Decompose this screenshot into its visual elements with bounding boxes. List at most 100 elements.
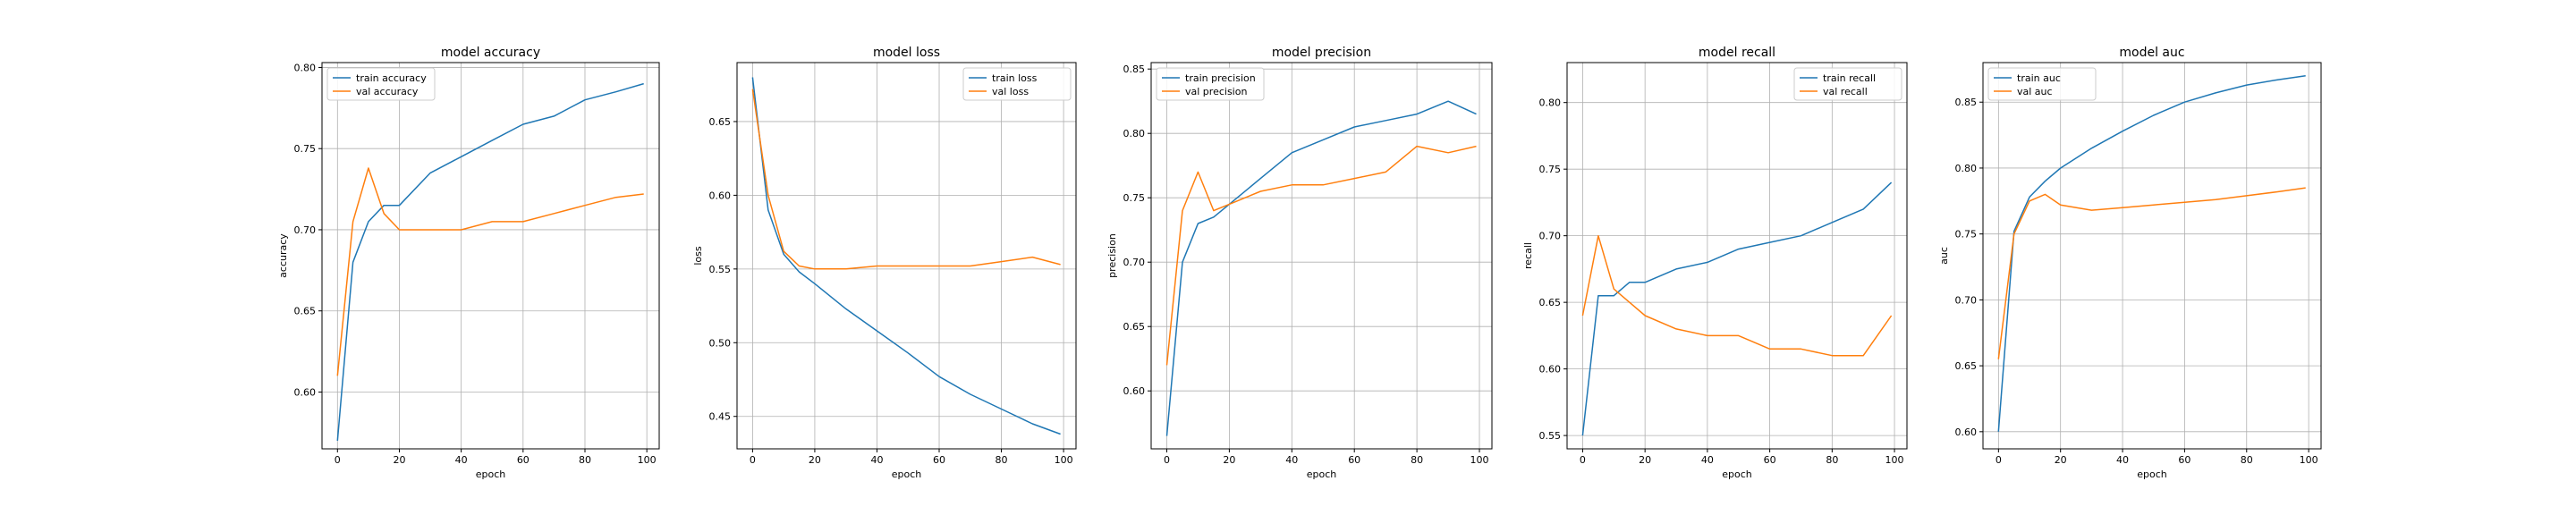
y-tick-label: 0.75 <box>1123 192 1146 204</box>
x-tick-label: 20 <box>393 454 405 466</box>
legend-label: val loss <box>992 86 1029 97</box>
y-tick-label: 0.60 <box>294 386 317 398</box>
x-tick-label: 100 <box>1055 454 1073 466</box>
x-tick-label: 60 <box>1764 454 1776 466</box>
x-tick-label: 100 <box>1885 454 1904 466</box>
y-tick-label: 0.85 <box>1123 63 1146 75</box>
x-tick-label: 40 <box>870 454 883 466</box>
chart-panel-3: 0 20 40 60 80 100 0.60 0.65 0.70 0.75 0.80 0.85 mode… <box>1106 46 1493 480</box>
legend-label: val accuracy <box>356 86 419 97</box>
series-line-2 <box>1165 145 1477 366</box>
y-tick-label: 0.80 <box>1123 128 1146 139</box>
legend-box <box>326 67 436 101</box>
chart-panel-5: 0 20 40 60 80 100 0.60 0.65 0.70 0.75 0.80 0.85 mode… <box>1938 46 2322 480</box>
y-tick-label: 0.65 <box>1123 321 1146 333</box>
x-tick-label: 100 <box>638 454 657 466</box>
y-tick-label: 0.70 <box>294 224 317 236</box>
x-tick-label: 80 <box>1826 454 1838 466</box>
chart-title: model precision <box>1272 46 1371 60</box>
x-tick-label: 20 <box>1639 454 1651 466</box>
series-line-1 <box>336 82 644 441</box>
legend-label: train precision <box>1185 72 1256 84</box>
y-tick-label: 0.75 <box>294 143 317 155</box>
series-line-2 <box>751 89 1061 270</box>
chart-panel-1: 0 20 40 60 80 100 0.60 0.65 0.70 0.75 0.80 model ac… <box>277 46 660 480</box>
x-tick-label: 100 <box>2300 454 2318 466</box>
x-tick-label: 100 <box>1470 454 1489 466</box>
y-tick-label: 0.65 <box>1539 297 1562 308</box>
axes-frame <box>1566 62 1908 450</box>
x-tick-label: 60 <box>517 454 530 466</box>
y-tick-label: 0.85 <box>1955 97 1978 108</box>
legend-label: val precision <box>1185 86 1247 97</box>
y-tick-label: 0.45 <box>709 411 732 423</box>
y-tick-label: 0.70 <box>1123 257 1146 268</box>
x-tick-label: 40 <box>1285 454 1298 466</box>
chart-title: model loss <box>873 46 940 60</box>
x-tick-label: 20 <box>1223 454 1235 466</box>
y-tick-label: 0.55 <box>709 264 732 275</box>
series-line-1 <box>1581 182 1893 436</box>
axes-frame <box>736 62 1077 450</box>
y-tick-label: 0.70 <box>1539 231 1562 242</box>
x-tick-label: 40 <box>1701 454 1714 466</box>
x-axis-label: epoch <box>476 469 506 480</box>
legend-label: train accuracy <box>356 72 427 84</box>
series-line-2 <box>336 167 644 376</box>
y-tick-label: 0.50 <box>709 337 732 349</box>
x-tick-label: 80 <box>2241 454 2253 466</box>
x-tick-label: 0 <box>1164 454 1170 466</box>
legend: train loss val loss <box>962 67 1072 101</box>
x-tick-label: 80 <box>1411 454 1423 466</box>
legend: train auc val auc <box>1987 67 2097 101</box>
y-tick-label: 0.80 <box>294 62 317 73</box>
y-tick-label: 0.80 <box>1955 163 1978 174</box>
y-tick-label: 0.70 <box>1955 294 1978 306</box>
y-axis-label: accuracy <box>277 233 289 278</box>
y-tick-label: 0.65 <box>294 306 317 317</box>
x-tick-label: 0 <box>335 454 341 466</box>
x-tick-label: 40 <box>455 454 468 466</box>
x-tick-label: 0 <box>750 454 756 466</box>
x-tick-label: 40 <box>2116 454 2129 466</box>
y-tick-label: 0.80 <box>1539 97 1562 109</box>
chart-title: model accuracy <box>441 46 540 60</box>
x-axis-label: epoch <box>1307 469 1337 480</box>
y-tick-label: 0.60 <box>1539 364 1562 376</box>
axes-frame <box>1150 62 1493 450</box>
y-axis-label: recall <box>1522 242 1534 269</box>
x-axis-label: epoch <box>2137 469 2167 480</box>
x-tick-label: 80 <box>996 454 1008 466</box>
legend: train recall val recall <box>1793 67 1902 101</box>
legend-label: train auc <box>2017 72 2061 84</box>
x-tick-label: 0 <box>1580 454 1586 466</box>
y-tick-label: 0.60 <box>709 190 732 201</box>
chart-panel-4: 0 20 40 60 80 100 0.55 0.60 0.65 0.70 0.75 0.80 mode… <box>1522 46 1908 480</box>
series-line-2 <box>1581 234 1893 357</box>
chart-title: model auc <box>2119 46 2184 60</box>
series-line-1 <box>1165 100 1477 436</box>
legend: train precision val precision <box>1156 67 1265 101</box>
x-tick-label: 20 <box>809 454 821 466</box>
y-tick-label: 0.65 <box>1955 360 1978 372</box>
x-tick-label: 80 <box>579 454 591 466</box>
y-tick-label: 0.75 <box>1539 164 1562 175</box>
series-line-1 <box>751 77 1061 435</box>
chart-title: model recall <box>1699 46 1775 60</box>
x-axis-label: epoch <box>1722 469 1752 480</box>
y-axis-label: auc <box>1938 247 1950 265</box>
x-tick-label: 0 <box>1996 454 2002 466</box>
legend-label: train loss <box>992 72 1038 84</box>
legend: train accuracy val accuracy <box>326 67 436 101</box>
y-tick-label: 0.55 <box>1539 430 1562 442</box>
x-tick-label: 20 <box>2055 454 2067 466</box>
y-tick-label: 0.60 <box>1123 385 1146 397</box>
series-line-2 <box>1997 187 2306 359</box>
y-axis-label: precision <box>1106 233 1118 278</box>
x-axis-label: epoch <box>892 469 922 480</box>
legend-label: val auc <box>2017 86 2053 97</box>
x-tick-label: 60 <box>1348 454 1360 466</box>
chart-panel-2: 0 20 40 60 80 100 0.45 0.50 0.55 0.60 0.65 model lo… <box>692 46 1077 480</box>
series-line-1 <box>1997 74 2306 432</box>
